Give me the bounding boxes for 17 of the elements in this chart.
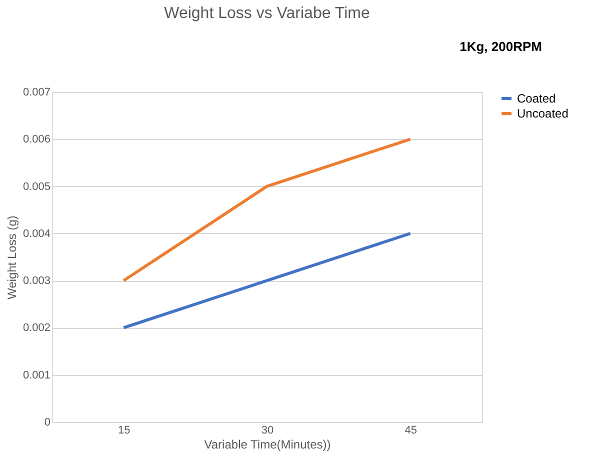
- chart-title: Weight Loss vs Variabe Time: [164, 5, 370, 22]
- y-axis-title: Weight Loss (g): [4, 216, 19, 300]
- x-tick-label: 15: [118, 424, 130, 436]
- legend-label: Uncoated: [517, 106, 568, 120]
- y-tick-label: 0.007: [22, 86, 50, 98]
- y-tick-label: 0.003: [22, 275, 50, 288]
- x-tick-label: 30: [261, 424, 274, 436]
- y-tick-label: 0.006: [22, 134, 50, 146]
- x-axis-title: Variable Time(Minutes)): [204, 438, 331, 452]
- y-tick-label: 0.002: [22, 322, 50, 334]
- legend-label: Coated: [517, 92, 556, 106]
- y-tick-label: 0.004: [22, 228, 50, 240]
- text: 1Kg, 200RPM: [460, 39, 542, 54]
- x-tick-label: 45: [404, 424, 417, 436]
- y-tick-label: 0: [44, 416, 50, 428]
- y-tick-label: 0.005: [22, 180, 50, 193]
- y-tick-label: 0.001: [22, 369, 50, 382]
